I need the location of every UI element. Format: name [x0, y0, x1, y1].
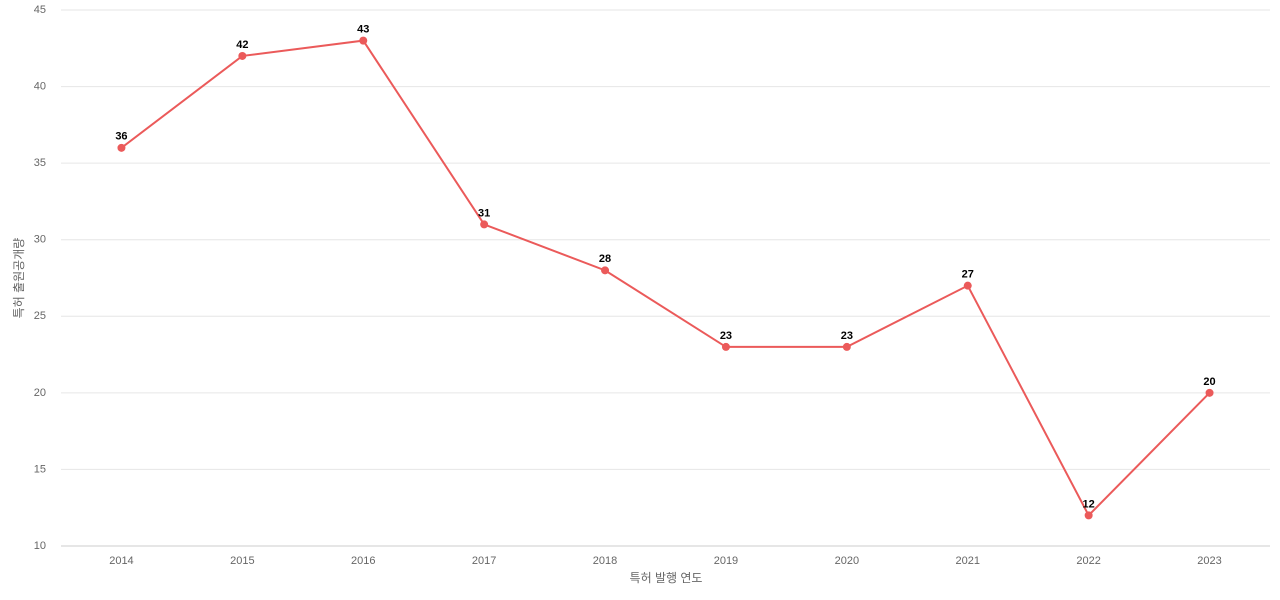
value-label: 27 [962, 269, 974, 281]
y-tick-label: 25 [34, 310, 46, 322]
value-label: 23 [841, 330, 853, 342]
line [120, 39, 1211, 518]
y-tick-label: 40 [34, 80, 46, 92]
x-tick-label: 2016 [351, 555, 375, 567]
x-tick-label: 2022 [1076, 555, 1100, 567]
point [1205, 388, 1214, 397]
x-tick-label: 2014 [109, 555, 133, 567]
point [721, 342, 730, 351]
point [1084, 511, 1093, 520]
value-label: 20 [1203, 376, 1215, 388]
point [117, 143, 126, 152]
point [359, 36, 368, 45]
point [601, 266, 610, 275]
value-label: 31 [478, 207, 490, 219]
x-tick-label: 2021 [956, 555, 980, 567]
value-label: 42 [236, 39, 248, 51]
value-label: 43 [357, 24, 369, 36]
x-tick-label: 2019 [714, 555, 738, 567]
point [963, 281, 972, 290]
x-tick-label: 2023 [1197, 555, 1221, 567]
x-axis-label: 특허 발행 연도 [630, 570, 703, 585]
y-axis-label: 특허 출원공개량 [12, 238, 26, 319]
y-tick-label: 10 [34, 540, 46, 552]
value-label: 28 [599, 253, 611, 265]
y-tick-label: 30 [34, 234, 46, 246]
value-label: 12 [1083, 498, 1095, 510]
x-tick-label: 2015 [230, 555, 254, 567]
y-tick-label: 45 [34, 4, 46, 16]
y-tick-label: 20 [34, 387, 46, 399]
point [842, 342, 851, 351]
x-tick-label: 2017 [472, 555, 496, 567]
point [480, 220, 489, 229]
point [238, 51, 247, 60]
x-tick-label: 2018 [593, 555, 617, 567]
y-tick-label: 15 [34, 463, 46, 475]
x-tick-label: 2020 [835, 555, 859, 567]
y-tick-label: 35 [34, 157, 46, 169]
value-label: 23 [720, 330, 732, 342]
value-label: 36 [115, 131, 127, 143]
